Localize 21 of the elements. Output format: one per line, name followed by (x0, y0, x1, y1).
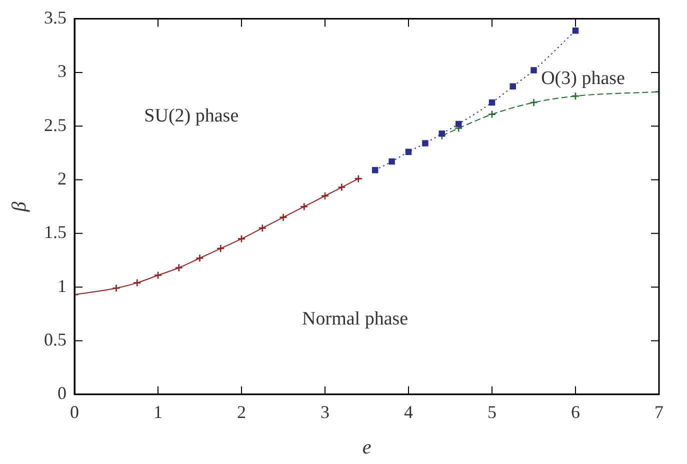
y-tick-label: 0.5 (44, 329, 66, 350)
y-tick-label: 3.5 (44, 8, 66, 28)
x-tick-label: 5 (488, 402, 496, 422)
y-tick-label: 2 (58, 168, 66, 189)
annotation: SU(2) phase (144, 105, 239, 126)
x-axis-title: e (362, 436, 372, 458)
x-tick-label: 6 (571, 402, 580, 422)
y-tick-label: 1.5 (44, 222, 66, 242)
x-tick-label: 7 (654, 402, 664, 422)
x-tick-label: 4 (404, 402, 413, 422)
y-tick-label: 2.5 (44, 114, 66, 135)
y-axis-title: β (8, 202, 30, 213)
x-tick-label: 0 (70, 402, 79, 422)
y-tick-label: 1 (58, 276, 66, 296)
x-tick-label: 3 (320, 402, 330, 422)
x-tick-label: 1 (154, 402, 162, 422)
y-tick-label: 0 (58, 383, 66, 404)
annotation: O(3) phase (541, 68, 625, 89)
annotation: Normal phase (302, 308, 408, 330)
y-tick-label: 3 (58, 61, 66, 82)
x-tick-label: 2 (237, 402, 246, 422)
